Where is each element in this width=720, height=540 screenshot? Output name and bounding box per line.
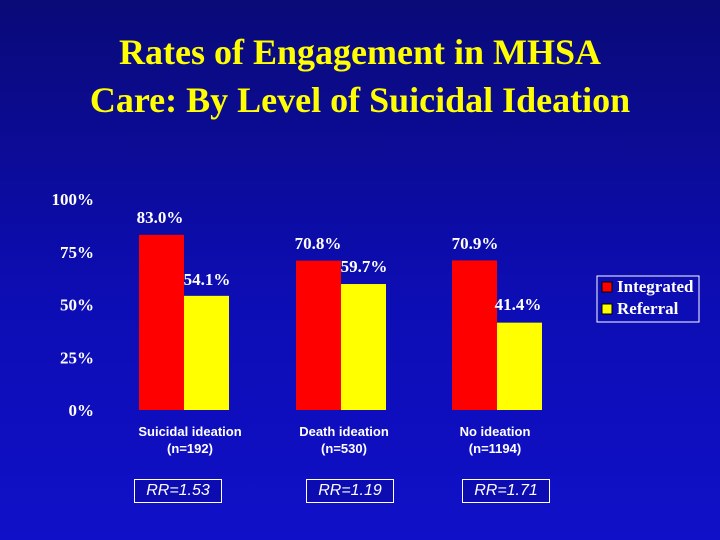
legend-swatch-referral bbox=[601, 303, 613, 315]
category-label: (n=192) bbox=[167, 441, 213, 456]
y-tick-label: 25% bbox=[60, 348, 94, 367]
bar-referral-3 bbox=[497, 322, 542, 410]
bar-referral-2 bbox=[341, 284, 386, 410]
legend-label-integrated: Integrated bbox=[617, 277, 694, 296]
title-line-1: Rates of Engagement in MHSA bbox=[119, 32, 601, 72]
bar-referral-1 bbox=[184, 295, 229, 410]
category-label: No ideation bbox=[460, 424, 531, 439]
rr-label-suicidal: RR=1.53 bbox=[134, 479, 222, 503]
rr-label-none: RR=1.71 bbox=[462, 479, 550, 503]
value-label-integrated-3: 70.9% bbox=[452, 234, 499, 253]
chart-title: Rates of Engagement in MHSA Care: By Lev… bbox=[0, 28, 720, 124]
bar-integrated-1 bbox=[139, 234, 184, 410]
bar-integrated-3 bbox=[452, 260, 497, 410]
bar-integrated-2 bbox=[296, 260, 341, 410]
y-tick-label: 0% bbox=[69, 401, 95, 420]
legend-box bbox=[596, 275, 700, 323]
y-tick-label: 50% bbox=[60, 296, 94, 315]
value-label-referral-1: 54.1% bbox=[184, 270, 231, 289]
value-label-integrated-2: 70.8% bbox=[295, 234, 342, 253]
category-label: Suicidal ideation bbox=[138, 424, 241, 439]
y-tick-label: 100% bbox=[52, 190, 95, 209]
y-tick-label: 75% bbox=[60, 243, 94, 262]
rr-label-death: RR=1.19 bbox=[306, 479, 394, 503]
title-line-2: Care: By Level of Suicidal Ideation bbox=[89, 80, 631, 120]
value-label-referral-3: 41.4% bbox=[495, 295, 542, 314]
legend-swatch-integrated bbox=[601, 281, 613, 293]
value-label-referral-2: 59.7% bbox=[341, 257, 388, 276]
category-label: Death ideation bbox=[299, 424, 389, 439]
value-label-integrated-1: 83.0% bbox=[137, 208, 184, 227]
category-label: (n=1194) bbox=[469, 441, 521, 456]
category-label: (n=530) bbox=[321, 441, 367, 456]
legend-label-referral: Referral bbox=[617, 299, 679, 318]
